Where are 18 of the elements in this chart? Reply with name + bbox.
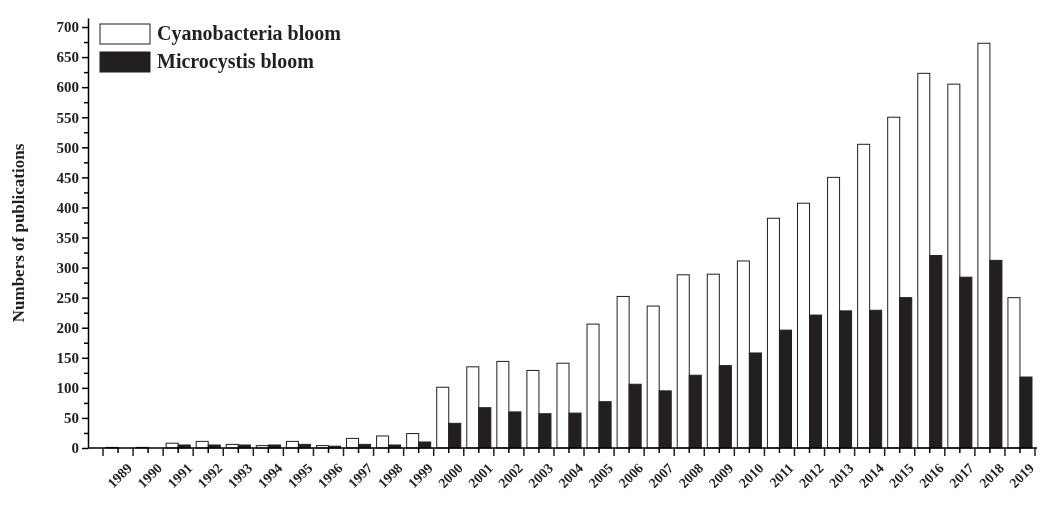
y-tick-label: 250 xyxy=(56,289,79,306)
y-tick-label: 550 xyxy=(56,109,79,126)
legend-label: Microcystis bloom xyxy=(157,50,315,73)
y-axis-title: Numbers of publications xyxy=(9,143,28,323)
y-tick-label: 0 xyxy=(71,440,79,457)
y-tick-label: 400 xyxy=(56,199,79,216)
y-tick-label: 200 xyxy=(56,320,79,337)
y-tick-label: 350 xyxy=(56,229,79,246)
y-tick-label: 450 xyxy=(56,169,79,186)
y-tick-label: 100 xyxy=(56,380,79,397)
y-tick-label: 300 xyxy=(56,259,79,276)
legend-label: Cyanobacteria bloom xyxy=(157,22,342,45)
y-tick-label: 50 xyxy=(64,410,79,427)
y-tick-label: 150 xyxy=(56,350,79,367)
y-tick-label: 650 xyxy=(56,49,79,66)
y-tick-label: 600 xyxy=(56,79,79,96)
y-tick-label: 500 xyxy=(56,139,79,156)
y-tick-label: 700 xyxy=(56,19,79,36)
